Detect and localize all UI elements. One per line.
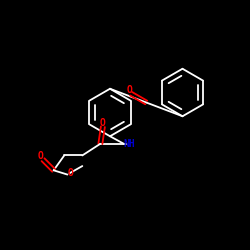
Text: O: O (38, 152, 44, 162)
Text: O: O (100, 118, 106, 128)
Text: O: O (127, 86, 133, 96)
Text: NH: NH (124, 139, 135, 149)
Text: O: O (68, 168, 73, 178)
